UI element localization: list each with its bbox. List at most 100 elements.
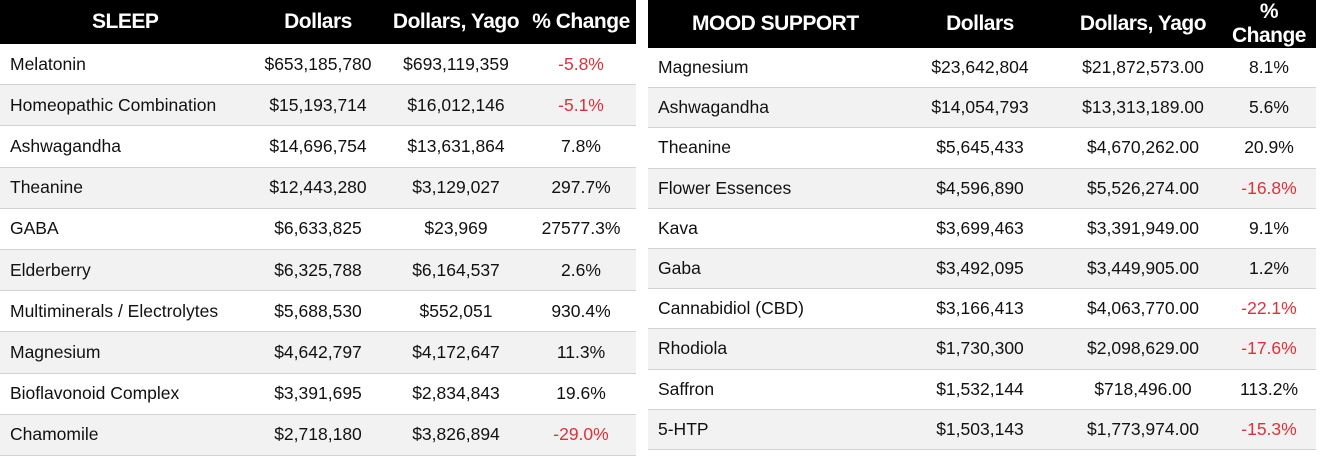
sleep-title: SLEEP [0,0,250,44]
row-change: 113.2% [1222,369,1316,409]
row-change: 930.4% [526,291,636,332]
sleep-header-change: % Change [526,0,636,44]
row-dollars: $14,696,754 [250,126,386,167]
mood-title: MOOD SUPPORT [648,0,896,48]
row-dollars: $1,503,143 [896,409,1064,449]
row-dollars: $12,443,280 [250,167,386,208]
row-dollars-yago: $16,012,146 [386,85,526,126]
row-name: Magnesium [0,332,250,373]
sleep-header-row: SLEEP Dollars Dollars, Yago % Change [0,0,636,44]
row-change: 20.9% [1222,128,1316,168]
row-change: 2.6% [526,249,636,290]
row-dollars-yago: $1,773,974.00 [1064,409,1222,449]
row-dollars-yago: $3,129,027 [386,167,526,208]
row-dollars-yago: $21,872,573.00 [1064,48,1222,88]
row-name: Chamomile [0,414,250,455]
row-change: 27577.3% [526,208,636,249]
row-name: Homeopathic Combination [0,85,250,126]
mood-header-yago: Dollars, Yago [1064,0,1222,48]
row-dollars: $23,642,804 [896,48,1064,88]
table-row: Chamomile $2,718,180 $3,826,894 -29.0% [0,414,636,455]
row-change: 5.6% [1222,88,1316,128]
row-dollars: $4,596,890 [896,168,1064,208]
row-change: -15.3% [1222,409,1316,449]
row-change: 7.8% [526,126,636,167]
row-dollars: $2,718,180 [250,414,386,455]
row-dollars: $3,699,463 [896,208,1064,248]
row-dollars-yago: $13,313,189.00 [1064,88,1222,128]
table-row: Rhodiola $1,730,300 $2,098,629.00 -17.6% [648,329,1316,369]
mood-support-table: MOOD SUPPORT Dollars Dollars, Yago % Cha… [648,0,1316,450]
row-dollars: $6,325,788 [250,249,386,290]
mood-title-text: MOOD SUPPORT [648,12,859,35]
row-dollars-yago: $693,119,359 [386,44,526,85]
row-dollars: $3,391,695 [250,373,386,414]
row-name: Theanine [0,167,250,208]
table-row: Ashwagandha $14,054,793 $13,313,189.00 5.6% [648,88,1316,128]
row-dollars: $3,492,095 [896,248,1064,288]
row-name: Elderberry [0,249,250,290]
row-change: 1.2% [1222,248,1316,288]
row-name: Melatonin [0,44,250,85]
row-dollars: $1,532,144 [896,369,1064,409]
table-row: Ashwagandha $14,696,754 $13,631,864 7.8% [0,126,636,167]
row-change: -5.8% [526,44,636,85]
table-row: GABA $6,633,825 $23,969 27577.3% [0,208,636,249]
row-name: Theanine [648,128,896,168]
mood-header-row: MOOD SUPPORT Dollars Dollars, Yago % Cha… [648,0,1316,48]
row-name: Cannabidiol (CBD) [648,289,896,329]
row-change: 19.6% [526,373,636,414]
row-dollars-yago: $2,098,629.00 [1064,329,1222,369]
row-dollars-yago: $5,526,274.00 [1064,168,1222,208]
row-change: -22.1% [1222,289,1316,329]
sleep-table: SLEEP Dollars Dollars, Yago % Change Mel… [0,0,636,456]
table-row: 5-HTP $1,503,143 $1,773,974.00 -15.3% [648,409,1316,449]
table-row: Flower Essences $4,596,890 $5,526,274.00 -1… [648,168,1316,208]
row-name: Gaba [648,248,896,288]
row-name: GABA [0,208,250,249]
row-dollars: $5,688,530 [250,291,386,332]
table-row: Homeopathic Combination $15,193,714 $16,01… [0,85,636,126]
row-dollars: $5,645,433 [896,128,1064,168]
row-name: Flower Essences [648,168,896,208]
row-dollars-yago: $3,826,894 [386,414,526,455]
row-dollars: $653,185,780 [250,44,386,85]
row-dollars-yago: $4,670,262.00 [1064,128,1222,168]
table-row: Saffron $1,532,144 $718,496.00 113.2% [648,369,1316,409]
row-name: Ashwagandha [0,126,250,167]
row-name: Magnesium [648,48,896,88]
table-row: Theanine $5,645,433 $4,670,262.00 20.9% [648,128,1316,168]
table-row: Gaba $3,492,095 $3,449,905.00 1.2% [648,248,1316,288]
row-dollars: $15,193,714 [250,85,386,126]
sleep-header-dollars: Dollars [250,0,386,44]
row-dollars-yago: $2,834,843 [386,373,526,414]
table-row: Cannabidiol (CBD) $3,166,413 $4,063,770.00… [648,289,1316,329]
row-dollars-yago: $6,164,537 [386,249,526,290]
row-change: 297.7% [526,167,636,208]
row-dollars-yago: $4,063,770.00 [1064,289,1222,329]
row-dollars: $3,166,413 [896,289,1064,329]
row-name: Ashwagandha [648,88,896,128]
row-dollars-yago: $4,172,647 [386,332,526,373]
table-row: Theanine $12,443,280 $3,129,027 297.7% [0,167,636,208]
table-row: Kava $3,699,463 $3,391,949.00 9.1% [648,208,1316,248]
row-name: 5-HTP [648,409,896,449]
row-dollars-yago: $3,391,949.00 [1064,208,1222,248]
row-dollars-yago: $552,051 [386,291,526,332]
row-change: -17.6% [1222,329,1316,369]
table-row: Multiminerals / Electrolytes $5,688,530 $5… [0,291,636,332]
table-row: Bioflavonoid Complex $3,391,695 $2,834,843… [0,373,636,414]
row-name: Rhodiola [648,329,896,369]
row-dollars: $14,054,793 [896,88,1064,128]
row-dollars: $4,642,797 [250,332,386,373]
row-change: 8.1% [1222,48,1316,88]
row-change: 9.1% [1222,208,1316,248]
table-row: Magnesium $23,642,804 $21,872,573.00 8.1% [648,48,1316,88]
table-row: Elderberry $6,325,788 $6,164,537 2.6% [0,249,636,290]
row-name: Saffron [648,369,896,409]
row-dollars-yago: $23,969 [386,208,526,249]
row-dollars: $6,633,825 [250,208,386,249]
table-row: Magnesium $4,642,797 $4,172,647 11.3% [0,332,636,373]
row-dollars-yago: $3,449,905.00 [1064,248,1222,288]
row-change: -29.0% [526,414,636,455]
